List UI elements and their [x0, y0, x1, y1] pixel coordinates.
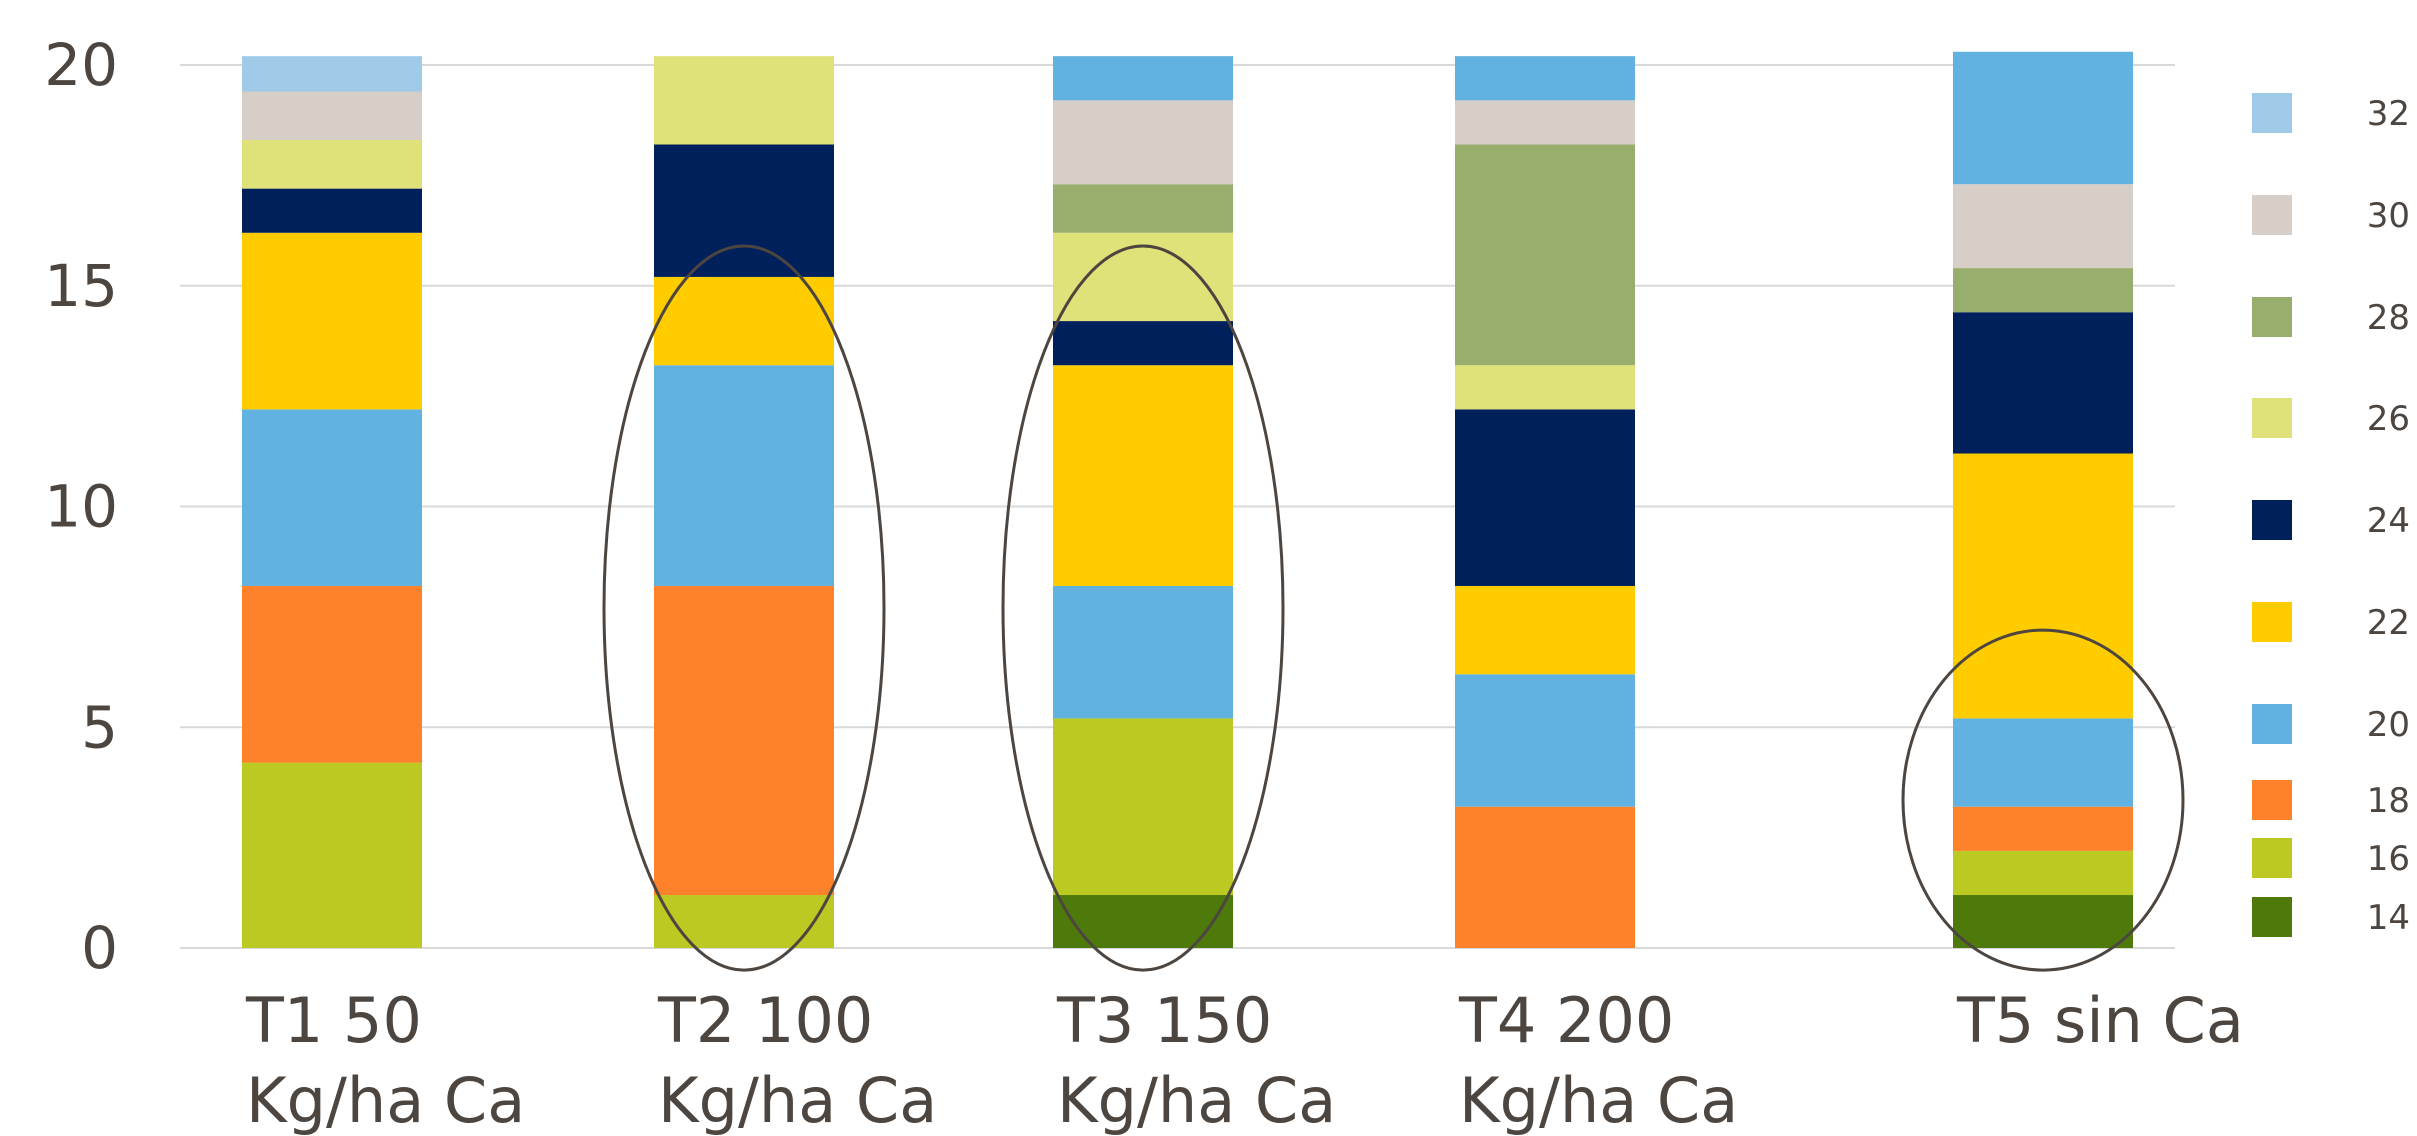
bar-segment: [242, 188, 422, 233]
legend-label: 22: [2367, 603, 2410, 643]
legend-swatch: [2252, 838, 2292, 878]
bar-segment: [242, 91, 422, 141]
highlight-ellipse: [1901, 628, 2185, 972]
y-axis-tick-labels: 0 5 10 15 20: [44, 31, 118, 982]
y-tick-label: 10: [44, 473, 118, 541]
bar-segment: [1455, 144, 1635, 366]
bar-segment: [1053, 184, 1233, 233]
category-label: Kg/ha Ca: [658, 1064, 937, 1136]
legend-label: 26: [2367, 399, 2410, 439]
highlight-ellipse: [602, 244, 886, 972]
legend-label: 32: [2367, 94, 2410, 134]
category-label: T3 150: [1056, 984, 1272, 1057]
bar-segment: [1053, 365, 1233, 586]
legend-label: 18: [2367, 781, 2410, 821]
bar-segment: [654, 895, 834, 948]
category-label: T5 sin Ca: [1956, 984, 2244, 1057]
bar-segment: [242, 56, 422, 92]
legend-swatch: [2252, 897, 2292, 937]
bar-segment: [1455, 100, 1635, 145]
legend-swatch: [2252, 602, 2292, 642]
bar-segment: [1455, 56, 1635, 101]
bar-segment: [654, 365, 834, 586]
category-label: T2 100: [657, 984, 873, 1057]
highlight-ellipse: [1001, 244, 1285, 972]
bar-segment: [1053, 56, 1233, 101]
legend-label: 20: [2367, 705, 2410, 745]
legend-swatch: [2252, 780, 2292, 820]
legend: 32 30 28 26 24 22 20 18 16 14: [2252, 93, 2410, 938]
bar-segment: [242, 762, 422, 948]
bar-segment: [654, 276, 834, 366]
bar-segment: [1455, 365, 1635, 410]
legend-swatch: [2252, 500, 2292, 540]
bar-segment: [242, 409, 422, 586]
bar-segment: [242, 140, 422, 189]
legend-label: 16: [2367, 839, 2410, 879]
bar-segment: [1953, 850, 2133, 896]
bars: [242, 51, 2133, 948]
bar-segment: [1053, 321, 1233, 366]
bar-segment: [1455, 409, 1635, 586]
legend-label: 30: [2367, 196, 2410, 236]
bar-segment: [242, 585, 422, 763]
bar-segment: [1053, 895, 1233, 948]
bar-segment: [1953, 268, 2133, 313]
legend-swatch: [2252, 93, 2292, 133]
legend-swatch: [2252, 704, 2292, 744]
bar-segment: [654, 144, 834, 277]
bar-segment: [1455, 585, 1635, 675]
legend-swatch: [2252, 297, 2292, 337]
y-tick-label: 15: [44, 252, 118, 320]
category-label: T4 200: [1458, 984, 1674, 1057]
y-tick-label: 20: [44, 31, 118, 99]
legend-swatch: [2252, 195, 2292, 235]
bar-segment: [1953, 312, 2133, 454]
bar-segment: [654, 56, 834, 145]
legend-label: 14: [2367, 898, 2410, 938]
category-label: Kg/ha Ca: [1459, 1064, 1738, 1136]
bar-segment: [1953, 453, 2133, 719]
bar-segment: [1953, 184, 2133, 269]
category-label: Kg/ha Ca: [246, 1064, 525, 1136]
bar-segment: [1953, 806, 2133, 851]
category-label: Kg/ha Ca: [1057, 1064, 1336, 1136]
bar-segment: [1455, 674, 1635, 807]
y-tick-label: 0: [81, 914, 118, 982]
bar-segment: [1455, 806, 1635, 948]
legend-label: 28: [2367, 298, 2410, 338]
bar-segment: [1953, 718, 2133, 807]
bar-segment: [242, 232, 422, 410]
legend-label: 24: [2367, 501, 2410, 541]
category-label: T1 50: [245, 984, 422, 1057]
bar-segment: [1053, 718, 1233, 896]
y-tick-label: 5: [81, 693, 118, 761]
legend-swatch: [2252, 398, 2292, 438]
bar-segment: [1053, 585, 1233, 719]
bar-segment: [1053, 100, 1233, 185]
bar-segment: [1953, 895, 2133, 948]
highlight-ellipses: [602, 244, 2185, 972]
bar-segment: [1953, 51, 2133, 185]
bar-segment: [654, 585, 834, 896]
